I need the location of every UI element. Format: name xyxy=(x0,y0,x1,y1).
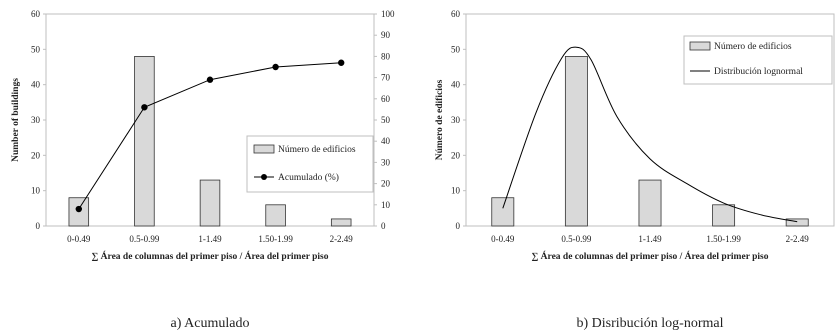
cumulative-point-a xyxy=(75,205,83,213)
x-tick-label-a: 2-2.49 xyxy=(330,234,354,244)
cumulative-line-a xyxy=(75,59,345,213)
bar-a xyxy=(330,218,352,227)
lognormal-path-b xyxy=(502,46,798,223)
right-axis-ticks-a: 0 10 20 30 40 50 60 70 80 90 100 xyxy=(374,9,395,231)
y-tick-label-b: 30 xyxy=(451,115,461,125)
x-tick-label-a: 0.5-0.99 xyxy=(129,234,159,244)
y-tick-label-a: 0 xyxy=(36,221,41,231)
y-tick-label-a: 60 xyxy=(31,9,41,19)
bar-a xyxy=(134,56,155,227)
y-tick-label-a: 50 xyxy=(31,44,41,54)
x-tick-label-b: 0.5-0.99 xyxy=(561,234,591,244)
y2-tick-label-a: 20 xyxy=(381,179,391,189)
legend-a: Número de edificios Acumulado (%) xyxy=(246,135,374,193)
y-tick-label-a: 40 xyxy=(31,80,41,90)
y-axis-label-b: Número de edificios xyxy=(435,79,445,160)
x-tick-label-a: 1.50-1.99 xyxy=(258,234,293,244)
y-tick-label-a: 30 xyxy=(31,115,41,125)
legend-label-line-a: Acumulado (%) xyxy=(278,172,339,183)
y-tick-label-b: 40 xyxy=(451,80,461,90)
legend-label-bar-a: Número de edificios xyxy=(278,144,356,155)
y2-tick-label-a: 0 xyxy=(381,221,386,231)
x-axis-label-b: ∑ Área de columnas del primer piso / Áre… xyxy=(532,250,769,262)
y-tick-label-b: 0 xyxy=(456,221,461,231)
chart-acumulado: 0 10 20 30 40 50 60 0 10 20 30 40 50 60 70 80 90 100 0-0… xyxy=(11,9,395,331)
y-tick-label-b: 60 xyxy=(451,9,461,19)
x-tick-label-b: 2-2.49 xyxy=(786,234,810,244)
bars-b xyxy=(491,56,809,227)
bar-b xyxy=(564,56,588,227)
legend-label-line-b: Distribución lognormal xyxy=(714,67,803,77)
x-axis-ticks-a: 0-0.49 0.5-0.99 1-1.49 1.50-1.99 2-2.49 xyxy=(67,234,353,244)
x-axis-label-a: ∑ Área de columnas del primer piso / Áre… xyxy=(92,250,329,262)
y2-tick-label-a: 90 xyxy=(381,30,391,40)
y-tick-label-b: 50 xyxy=(451,44,461,54)
left-axis-ticks-b: 0 10 20 30 40 50 60 xyxy=(451,9,466,231)
x-tick-label-b: 1-1.49 xyxy=(638,234,662,244)
cumulative-point-a xyxy=(338,59,345,66)
x-axis-ticks-b: 0-0.49 0.5-0.99 1-1.49 1.50-1.99 2-2.49 xyxy=(491,234,809,244)
bar-b xyxy=(785,218,809,227)
legend-marker-a xyxy=(261,174,267,180)
y2-tick-label-a: 40 xyxy=(381,136,391,146)
y2-tick-label-a: 100 xyxy=(381,9,395,19)
bar-a xyxy=(265,204,286,227)
y-tick-label-a: 20 xyxy=(31,150,41,160)
y-axis-label-a: Number of buildings xyxy=(11,78,21,162)
bar-b xyxy=(491,197,515,227)
cumulative-point-a xyxy=(272,63,279,71)
y-tick-label-a: 10 xyxy=(31,186,41,196)
y2-tick-label-a: 70 xyxy=(381,73,391,83)
x-tick-label-b: 0-0.49 xyxy=(491,234,515,244)
y2-tick-label-a: 80 xyxy=(381,51,391,61)
y2-tick-label-a: 50 xyxy=(381,115,391,125)
legend-swatch-bar-a xyxy=(253,144,275,154)
chart-lognormal: 0 10 20 30 40 50 60 0-0.49 0.5-0.99 1-1.49 1.50-1… xyxy=(435,9,835,331)
legend-b: Número de edificios Distribución lognorm… xyxy=(683,35,833,85)
y2-tick-label-a: 30 xyxy=(381,157,391,167)
left-axis-ticks-a: 0 10 20 30 40 50 60 xyxy=(31,9,46,231)
lognormal-curve-b xyxy=(502,46,798,223)
y-tick-label-b: 10 xyxy=(451,186,461,196)
legend-label-bar-b: Número de edificios xyxy=(714,41,792,52)
y2-tick-label-a: 60 xyxy=(381,94,391,104)
y-tick-label-b: 20 xyxy=(451,150,461,160)
x-tick-label-a: 1-1.49 xyxy=(198,234,222,244)
bar-b xyxy=(638,179,662,227)
x-tick-label-b: 1.50-1.99 xyxy=(706,234,741,244)
bar-a xyxy=(199,179,221,227)
legend-swatch-bar-b xyxy=(689,41,711,51)
x-tick-label-a: 0-0.49 xyxy=(67,234,91,244)
caption-b: b) Disribución log-normal xyxy=(577,316,724,331)
bars-a xyxy=(68,56,352,227)
y2-tick-label-a: 10 xyxy=(381,200,391,210)
caption-a: a) Acumulado xyxy=(171,316,250,331)
cumulative-point-a xyxy=(206,76,214,83)
bar-b xyxy=(712,204,736,227)
cumulative-point-a xyxy=(141,104,148,111)
